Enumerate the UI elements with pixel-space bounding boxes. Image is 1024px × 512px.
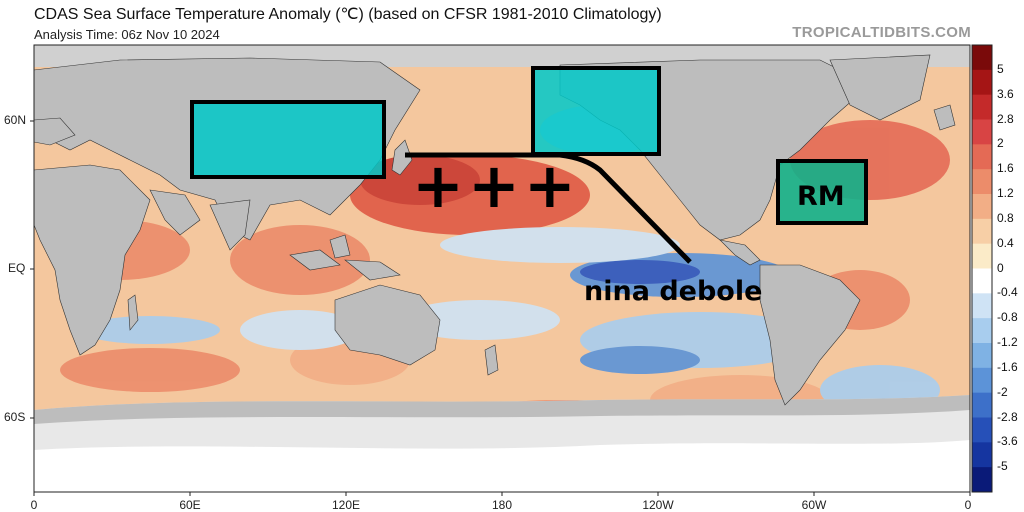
colorbar-frame <box>971 44 993 493</box>
colorbar-label: 3.6 <box>997 86 1014 101</box>
colorbar-swatch <box>972 268 992 294</box>
plus-marks: +++ <box>412 149 580 222</box>
colorbar-swatch <box>972 45 992 71</box>
colorbar-label: -1.6 <box>997 359 1018 374</box>
lon-label-60e: 60E <box>179 498 201 512</box>
colorbar-label: 2.8 <box>997 111 1014 126</box>
colorbar-label: 2 <box>997 136 1004 151</box>
colorbar-label: -1.2 <box>997 335 1018 349</box>
colorbar-swatch <box>972 392 992 418</box>
lon-label-0-west: 0 <box>30 498 38 512</box>
analysis-time: Analysis Time: 06z Nov 10 2024 <box>34 27 220 42</box>
lat-ticks <box>30 120 34 419</box>
colorbar-swatch <box>972 144 992 170</box>
lon-ticks <box>33 492 971 496</box>
lon-label-60w: 60W <box>801 498 827 512</box>
colorbar-label: 1.2 <box>997 186 1014 200</box>
colorbar-swatch <box>972 293 992 319</box>
colorbar-label: -5 <box>997 459 1008 474</box>
rm-label: RM <box>797 181 845 212</box>
colorbar-swatch <box>972 218 992 245</box>
lon-label-120e: 120E <box>331 498 361 512</box>
colorbar-label: -0.4 <box>997 285 1018 300</box>
colorbar-swatch <box>972 367 992 394</box>
lat-label-60s: 60S <box>4 410 26 424</box>
lon-label-180: 180 <box>491 498 513 512</box>
colorbar <box>972 45 992 493</box>
map-title: CDAS Sea Surface Temperature Anomaly (℃)… <box>34 6 662 23</box>
lon-label-120w: 120W <box>642 498 674 512</box>
colorbar-swatch <box>972 194 992 220</box>
colorbar-swatch <box>972 94 992 120</box>
colorbar-label: 0.8 <box>997 210 1014 225</box>
siberia-box <box>190 100 386 179</box>
colorbar-swatch <box>972 318 992 344</box>
colorbar-swatch <box>972 343 992 369</box>
colorbar-swatch <box>972 119 992 145</box>
lat-label-60n: 60N <box>4 113 27 127</box>
colorbar-label: 0.4 <box>997 235 1014 250</box>
colorbar-label: 5 <box>997 61 1004 76</box>
colorbar-label: 1.6 <box>997 161 1014 176</box>
annotation-line <box>405 152 692 264</box>
colorbar-label: -2 <box>997 384 1008 399</box>
ice-rim <box>34 395 970 424</box>
colorbar-swatch <box>972 417 992 443</box>
colorbar-swatch <box>972 243 992 269</box>
colorbar-swatch <box>972 69 992 96</box>
colorbar-label: -3.6 <box>997 434 1018 449</box>
lat-label-eq: EQ <box>8 261 26 275</box>
rm-box <box>776 159 868 225</box>
nina-debole-label: nina debole <box>584 276 762 307</box>
alaska-box <box>531 66 661 156</box>
lon-label-0-east: 0 <box>964 498 972 512</box>
colorbar-label: 0 <box>997 260 1004 275</box>
colorbar-swatch <box>972 442 992 468</box>
colorbar-swatch <box>972 467 992 493</box>
antarctica-land <box>34 440 970 492</box>
site-watermark: TROPICALTIDBITS.COM <box>792 24 971 41</box>
colorbar-swatch <box>972 169 992 195</box>
colorbar-label: -2.8 <box>997 409 1018 424</box>
colorbar-label: -0.8 <box>997 310 1018 325</box>
